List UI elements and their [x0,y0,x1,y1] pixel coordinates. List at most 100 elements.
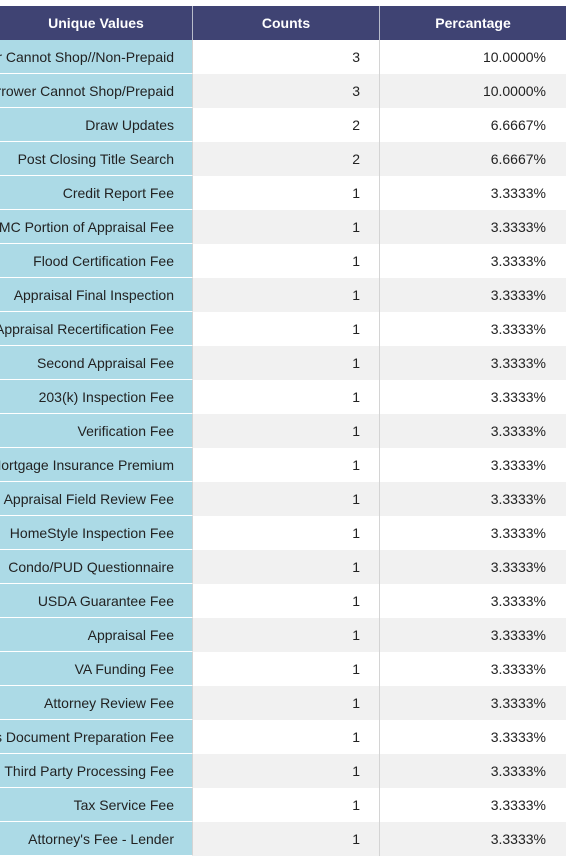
cell-percentage: 3.3333% [380,754,566,788]
table-row[interactable]: 203(k) Inspection Fee 1 3.3333% [0,380,566,414]
header-counts[interactable]: Counts [193,6,380,40]
value-counts-table: Unique Values Counts Percantage Borrower… [0,6,566,856]
cell-unique-value: Lenders Document Preparation Fee [0,720,193,754]
cell-count: 3 [193,74,380,108]
table-row[interactable]: Appraisal Final Inspection 1 3.3333% [0,278,566,312]
unique-value-text: Appraisal Final Inspection [13,286,174,303]
cell-percentage: 3.3333% [380,482,566,516]
cell-count: 1 [193,380,380,414]
table-row[interactable]: Flood Certification Fee 1 3.3333% [0,244,566,278]
cell-count: 1 [193,652,380,686]
table-row[interactable]: Attorney Review Fee 1 3.3333% [0,686,566,720]
cell-count: 1 [193,312,380,346]
table-header: Unique Values Counts Percantage [0,6,566,40]
table-row[interactable]: USDA Guarantee Fee 1 3.3333% [0,584,566,618]
cell-unique-value: Third Party Processing Fee [0,754,193,788]
cell-percentage: 3.3333% [380,414,566,448]
table-row[interactable]: Condo/PUD Questionnaire 1 3.3333% [0,550,566,584]
cell-percentage: 3.3333% [380,244,566,278]
cell-count: 1 [193,788,380,822]
cell-count: 1 [193,278,380,312]
cell-unique-value: Attorney Review Fee [0,686,193,720]
cell-percentage: 10.0000% [380,40,566,74]
table-row[interactable]: Attorney's Fee - Lender 1 3.3333% [0,822,566,856]
cell-unique-value: Draw Updates [0,108,193,142]
table-row[interactable]: Appraisal Recertification Fee 1 3.3333% [0,312,566,346]
table-row[interactable]: Third Party Processing Fee 1 3.3333% [0,754,566,788]
cell-percentage: 3.3333% [380,652,566,686]
table-row[interactable]: AMC Portion of Appraisal Fee 1 3.3333% [0,210,566,244]
table-row[interactable]: Second Appraisal Fee 1 3.3333% [0,346,566,380]
cell-count: 1 [193,414,380,448]
table-row[interactable]: Tax Service Fee 1 3.3333% [0,788,566,822]
unique-value-text: Condo/PUD Questionnaire [8,558,174,575]
unique-value-text: Credit Report Fee [62,184,174,201]
cell-count: 1 [193,176,380,210]
cell-percentage: 10.0000% [380,74,566,108]
cell-count: 1 [193,210,380,244]
cell-percentage: 3.3333% [380,176,566,210]
cell-unique-value: HomeStyle Inspection Fee [0,516,193,550]
table-row[interactable]: Borrower Cannot Shop//Non-Prepaid 310.000… [0,40,566,74]
unique-value-text: 203(k) Inspection Fee [38,388,174,405]
cell-unique-value: Borrower Cannot Shop/Prepaid [0,74,193,108]
table-body: Borrower Cannot Shop//Non-Prepaid 310.000… [0,40,566,856]
cell-count: 2 [193,108,380,142]
table-row[interactable]: HomeStyle Inspection Fee 1 3.3333% [0,516,566,550]
cell-percentage: 3.3333% [380,516,566,550]
cell-unique-value: Appraisal Recertification Fee [0,312,193,346]
cell-count: 1 [193,720,380,754]
unique-value-text: Flood Certification Fee [33,252,174,269]
cell-percentage: 6.6667% [380,142,566,176]
cell-count: 1 [193,550,380,584]
cell-unique-value: Verification Fee [0,414,193,448]
cell-unique-value: Borrower Cannot Shop//Non-Prepaid [0,40,193,74]
cell-unique-value: USDA Guarantee Fee [0,584,193,618]
header-unique-values[interactable]: Unique Values [0,6,193,40]
table-row[interactable]: Borrower Cannot Shop/Prepaid 310.0000% [0,74,566,108]
unique-value-text: AMC Portion of Appraisal Fee [0,218,174,235]
unique-value-text: HomeStyle Inspection Fee [9,524,174,541]
cell-unique-value: Tax Service Fee [0,788,193,822]
table-row[interactable]: VA Funding Fee 1 3.3333% [0,652,566,686]
unique-value-text: Appraisal Recertification Fee [0,320,174,337]
table-row[interactable]: Verification Fee 1 3.3333% [0,414,566,448]
cell-percentage: 3.3333% [380,584,566,618]
cell-percentage: 3.3333% [380,686,566,720]
cell-percentage: 3.3333% [380,278,566,312]
unique-value-text: Borrower Cannot Shop//Non-Prepaid [0,48,174,65]
unique-value-text: Attorney Review Fee [44,694,174,711]
cell-percentage: 6.6667% [380,108,566,142]
cell-unique-value: Post Closing Title Search [0,142,193,176]
cell-percentage: 3.3333% [380,720,566,754]
cell-unique-value: Condo/PUD Questionnaire [0,550,193,584]
table-row[interactable]: Appraisal Fee 1 3.3333% [0,618,566,652]
unique-value-text: Mortgage Insurance Premium [0,456,174,473]
table-row[interactable]: Credit Report Fee 1 3.3333% [0,176,566,210]
cell-count: 3 [193,40,380,74]
unique-value-text: USDA Guarantee Fee [37,592,174,609]
cell-count: 1 [193,482,380,516]
cell-unique-value: AMC Portion of Appraisal Fee [0,210,193,244]
table-row[interactable]: Appraisal Field Review Fee 1 3.3333% [0,482,566,516]
table-row[interactable]: Lenders Document Preparation Fee 13.3333% [0,720,566,754]
cell-count: 1 [193,448,380,482]
cell-unique-value: Flood Certification Fee [0,244,193,278]
unique-value-text: Lenders Document Preparation Fee [0,728,174,745]
cell-count: 2 [193,142,380,176]
table-row[interactable]: Mortgage Insurance Premium 1 3.3333% [0,448,566,482]
cell-unique-value: 203(k) Inspection Fee [0,380,193,414]
unique-value-text: Third Party Processing Fee [4,762,174,779]
table-row[interactable]: Draw Updates 2 6.6667% [0,108,566,142]
cell-count: 1 [193,618,380,652]
cell-count: 1 [193,516,380,550]
table-row[interactable]: Post Closing Title Search 2 6.6667% [0,142,566,176]
cell-percentage: 3.3333% [380,822,566,856]
cell-unique-value: Attorney's Fee - Lender [0,822,193,856]
unique-value-text: Draw Updates [85,116,174,133]
header-percentage[interactable]: Percantage [435,15,511,31]
unique-value-text: Appraisal Field Review Fee [3,490,174,507]
cell-count: 1 [193,584,380,618]
unique-value-text: Tax Service Fee [73,796,174,813]
cell-count: 1 [193,346,380,380]
